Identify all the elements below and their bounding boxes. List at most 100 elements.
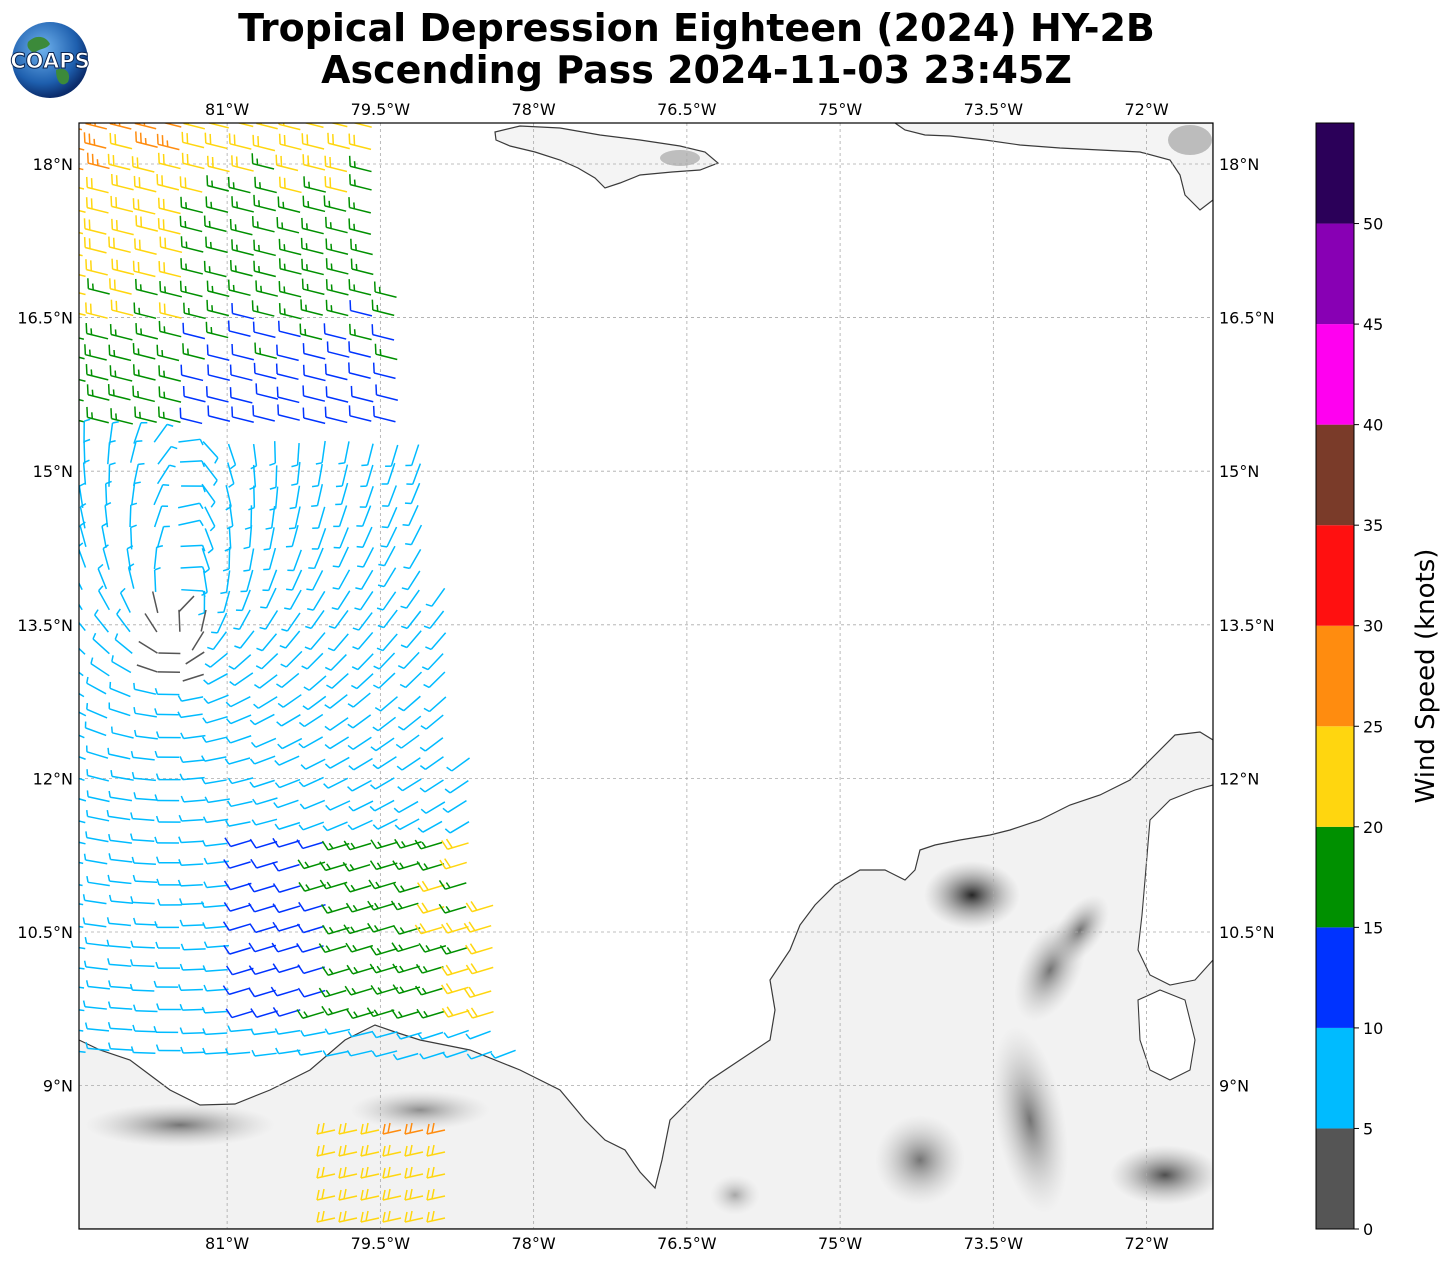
wind-barb-feather xyxy=(409,1210,413,1222)
wind-barb-feather xyxy=(98,585,104,592)
wind-barb-feather xyxy=(372,764,379,770)
wind-barb xyxy=(376,862,398,871)
wind-barb-feather xyxy=(360,1167,364,1179)
wind-barb-feather xyxy=(417,827,424,833)
wind-barb xyxy=(206,246,228,254)
wind-barb xyxy=(205,968,228,973)
wind-barb xyxy=(338,546,350,568)
wind-barb xyxy=(136,141,158,148)
wind-barb-feather xyxy=(390,900,398,911)
wind-barb xyxy=(352,714,372,729)
lon-labels-top: 81°W 79.5°W 78°W 76.5°W 75°W 73.5°W 72°W xyxy=(205,100,1169,119)
wind-barb-feather xyxy=(203,941,208,948)
wind-barb xyxy=(204,225,227,233)
wind-barb-feather xyxy=(423,683,430,689)
wind-barb xyxy=(421,1031,444,1040)
wind-barb xyxy=(254,755,276,765)
wind-barb-feather xyxy=(248,987,256,998)
wind-barb-feather xyxy=(360,1145,364,1157)
wind-barb-feather xyxy=(156,878,160,886)
wind-barb xyxy=(424,945,447,953)
wind-barb-feather xyxy=(130,524,137,529)
wind-barb xyxy=(362,547,375,568)
wind-barb-feather xyxy=(304,646,312,651)
lon-label-bottom: 81°W xyxy=(205,1234,249,1253)
wind-barb xyxy=(79,603,83,611)
colorbar-tick-label: 45 xyxy=(1363,315,1383,334)
wind-barb xyxy=(157,183,180,191)
wind-barb-feather xyxy=(213,479,218,486)
wind-barb xyxy=(84,1006,107,1010)
wind-barb-feather xyxy=(373,665,380,670)
wind-barb xyxy=(86,708,108,719)
wind-barb-feather xyxy=(297,859,305,869)
wind-barb xyxy=(420,841,443,850)
wind-barb xyxy=(303,966,325,975)
wind-barb-feather xyxy=(463,988,471,998)
wind-barb-feather xyxy=(354,607,361,611)
wind-barb-feather xyxy=(222,921,230,931)
wind-barb xyxy=(223,590,231,613)
colorbar-tick-label: 15 xyxy=(1363,918,1383,937)
wind-barb-feather xyxy=(207,548,214,554)
wind-barb-feather xyxy=(269,462,276,467)
wind-barb xyxy=(79,841,86,845)
wind-barb xyxy=(132,946,155,949)
wind-barb-feather xyxy=(177,695,183,702)
wind-barb xyxy=(183,948,206,951)
wind-barb xyxy=(421,987,443,996)
wind-barb-feather xyxy=(442,807,449,813)
wind-barb-feather xyxy=(303,1011,309,1018)
wind-barb-feather xyxy=(199,438,204,446)
wind-barb xyxy=(469,924,492,933)
wind-barb xyxy=(228,757,251,765)
wind-barb xyxy=(90,663,110,677)
wind-barb-feather xyxy=(303,686,310,691)
wind-barb xyxy=(85,123,108,130)
wind-barb xyxy=(136,225,159,232)
wind-barb xyxy=(340,482,349,505)
wind-barb xyxy=(375,1050,398,1058)
lon-label-top: 75°W xyxy=(818,100,862,119)
wind-barb xyxy=(399,885,421,893)
wind-barb xyxy=(329,717,349,731)
wind-barb-feather xyxy=(468,986,476,997)
wind-barb-feather xyxy=(84,936,88,944)
wind-barb xyxy=(79,946,86,950)
wind-barb-feather xyxy=(291,483,298,486)
wind-barb xyxy=(302,841,325,850)
wind-barb xyxy=(157,143,180,151)
wind-barb xyxy=(157,446,172,465)
wind-barb-feather xyxy=(418,942,426,953)
wind-barb xyxy=(253,485,256,508)
wind-barb xyxy=(303,374,326,382)
wind-barb-feather xyxy=(248,942,256,953)
wind-barb-feather xyxy=(156,1003,160,1010)
wind-barb-feather xyxy=(130,833,134,840)
wind-barb xyxy=(377,818,398,830)
wind-barb xyxy=(132,464,139,487)
wind-barb xyxy=(110,1047,133,1051)
wind-barb xyxy=(255,925,277,934)
wind-barb-feather xyxy=(419,787,426,793)
wind-barb-feather xyxy=(223,902,231,912)
wind-barb xyxy=(79,621,86,632)
wind-barb-feather xyxy=(391,942,399,952)
wind-barb xyxy=(79,671,84,677)
wind-barb xyxy=(317,506,326,529)
wind-barb-feather xyxy=(178,836,182,843)
wind-barb xyxy=(79,167,84,171)
wind-barb-feather xyxy=(155,961,159,969)
wind-barb-feather xyxy=(61,1001,62,1007)
wind-barb xyxy=(156,526,165,548)
wind-barb xyxy=(159,396,182,403)
wind-barb-feather xyxy=(490,1052,496,1059)
wind-barb xyxy=(447,1029,469,1039)
wind-barb-feather xyxy=(286,588,293,591)
wind-barb-feather xyxy=(347,703,354,708)
wind-barb xyxy=(430,632,447,650)
wind-barb xyxy=(316,1195,336,1201)
wind-barb-feather xyxy=(392,924,400,935)
wind-barb xyxy=(86,682,107,695)
